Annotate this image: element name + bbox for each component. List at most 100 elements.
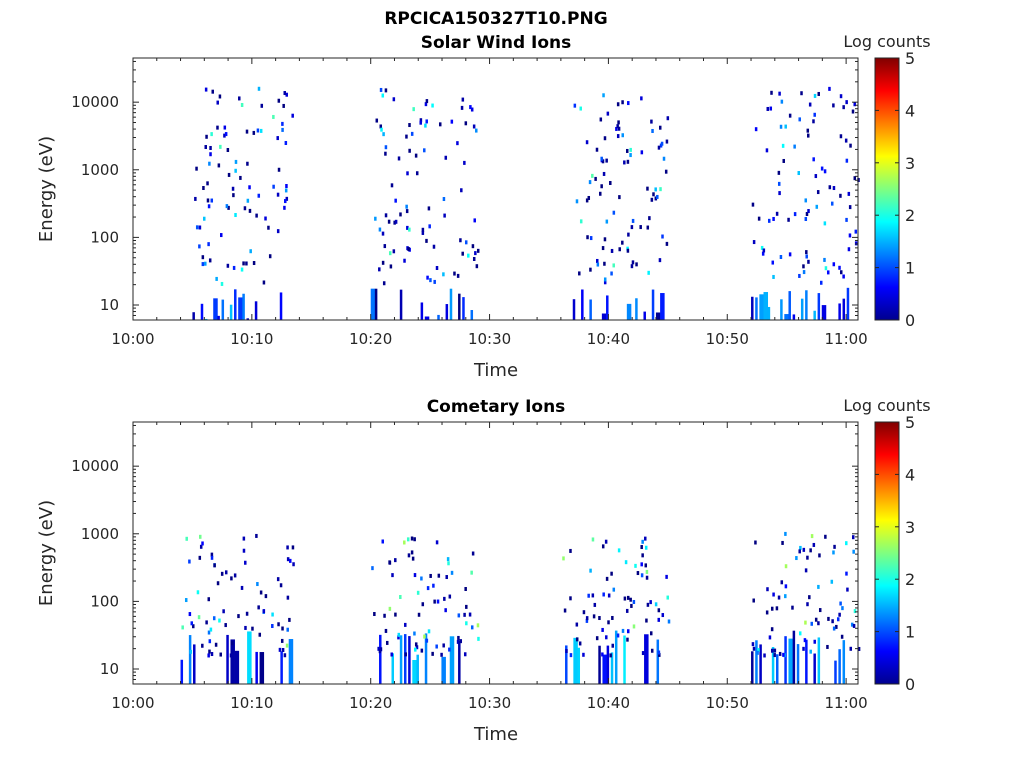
spectrogram-cell [381,539,385,544]
spectrogram-cell [417,612,421,617]
spectrogram-cell [784,531,787,536]
spectrogram-cell [256,128,260,133]
y-tick-label: 1000 [81,161,119,179]
spectrogram-cell [239,175,242,180]
spectrogram-cell [240,102,244,107]
spectrogram-cell [575,622,579,627]
spectrogram-cell [406,537,410,542]
spectrogram-cell [765,610,769,615]
spectrogram-cell [393,220,396,225]
spectrogram-cell [407,247,410,252]
spectrogram-cell [444,608,447,613]
spectrogram-cell [782,652,785,657]
spectrogram-cell [664,169,668,174]
spectrogram-cell [781,540,784,545]
spectrogram-cell [762,248,766,253]
spectrogram-cell [639,225,642,230]
spectrogram-cell [578,641,582,646]
colorbar-label-solar-wind: Log counts [843,32,930,51]
spectrogram-cell [281,127,284,132]
spectrogram-cell [427,206,431,211]
spectrogram-cell [812,542,816,547]
spectrogram-cell [756,650,759,655]
spectrogram-cell [242,548,246,553]
spectrogram-cell [788,113,792,118]
spectrogram-cell [264,216,267,221]
spectrogram-cell [463,160,466,165]
spectrogram-cell [835,624,838,629]
spectrogram-cell [648,216,651,221]
spectrogram-cell [586,235,589,240]
spectrogram-cell [752,598,755,603]
spectrogram-cell [456,639,460,644]
spectrogram-cell [808,595,811,600]
spectrogram-cell [798,273,801,278]
spectrogram-cell [849,143,852,148]
spectrogram-cell [245,129,249,134]
spectrogram-cell [592,614,596,619]
spectrogram-cell [413,537,416,542]
y-axis-label-cometary: Energy (eV) [36,500,57,606]
colorbar-tick-label: 2 [905,206,915,225]
spectrogram-cell [465,621,468,626]
spectrogram-cell [809,548,812,553]
spectrogram-cell [616,102,620,107]
spectrogram-cell [234,159,238,164]
spectrogram-cell [459,639,463,644]
y-axis-label-solar-wind: Energy (eV) [36,136,57,242]
spectrogram-cell [280,638,284,643]
spectrogram-cell [787,217,790,222]
spectrogram-cell [469,105,472,110]
spectrogram-cell [657,608,661,613]
spectrogram-cell [272,184,275,189]
spectrogram-cell [661,613,665,618]
spectrogram-cell [224,623,227,628]
spectrogram-cell [281,626,284,631]
spectrogram-cell [375,118,379,123]
spectrogram-cell [201,262,205,267]
spectrogram-cell [575,199,579,204]
spectrogram-cell [813,112,816,117]
spectrogram-cell [291,545,295,550]
spectrogram-cell [276,577,280,582]
spectrogram-cell [285,92,288,97]
spectrogram-cell [666,116,670,121]
spectrogram-cell [461,251,464,256]
spectrogram-cell [467,253,470,258]
spectrogram-cell [847,191,851,196]
spectrogram-cell [278,647,282,652]
spectrogram-cell [589,236,593,241]
spectrogram-cell [390,652,393,657]
spectrogram-cell [233,573,237,578]
spectrogram-cell [610,271,613,276]
spectrogram-cell [585,140,589,145]
spectrogram-cell [471,551,475,556]
spectrogram-cell [435,644,438,649]
spectrogram-cell [272,114,275,119]
x-tick-label: 10:50 [706,694,749,712]
spectrogram-cell [403,258,406,263]
spectrogram-cell [257,193,261,198]
spectrogram-cell [444,155,448,160]
spectrogram-cell [474,251,477,256]
spectrogram-cell [839,134,843,139]
spectrogram-cell [399,212,402,217]
spectrogram-cell [197,615,201,620]
spectrogram-cell [573,103,577,108]
spectrogram-cell [784,594,787,599]
spectrogram-cell [775,606,779,611]
figure-title: RPCICA150327T10.PNG [384,9,607,29]
spectrogram-cell [846,587,849,592]
spectrogram-cell [244,625,247,630]
spectrogram-cell [276,229,280,234]
spectrogram-cell [601,652,604,657]
spectrogram-cell [403,540,406,545]
spectrogram-cell [780,580,784,585]
spectrogram-cell [593,602,597,607]
spectrogram-cell [609,180,612,185]
spectrogram-cell [281,121,284,126]
spectrogram-cell [181,625,184,630]
spectrogram-cell [761,251,765,256]
spectrogram-cell [644,634,649,684]
spectrogram-cell [207,630,211,635]
